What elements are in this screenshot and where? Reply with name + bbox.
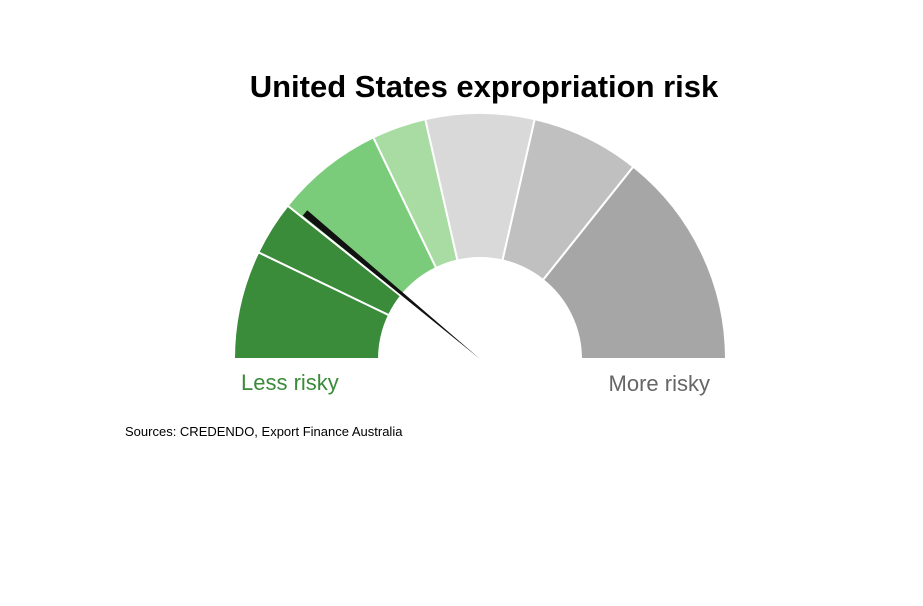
chart-title: United States expropriation risk — [250, 69, 719, 104]
high-risk-label: More risky — [609, 371, 710, 396]
low-risk-label: Less risky — [241, 370, 339, 395]
gauge-band-7 — [541, 165, 728, 360]
gauge-needle — [302, 210, 480, 359]
gauge-bands — [232, 112, 728, 360]
source-note: Sources: CREDENDO, Export Finance Austra… — [125, 424, 403, 439]
